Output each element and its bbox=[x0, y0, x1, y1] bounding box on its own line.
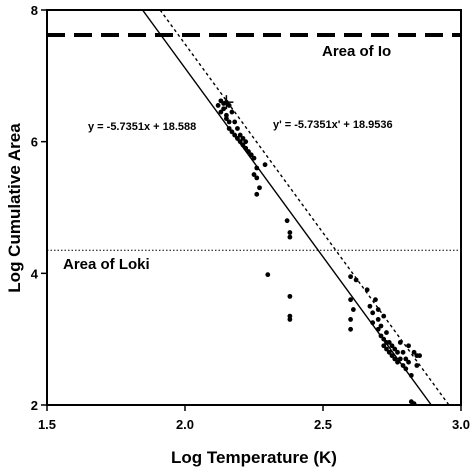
plot-frame bbox=[46, 9, 462, 406]
data-point bbox=[403, 366, 409, 372]
data-point bbox=[218, 109, 224, 115]
x-axis-title: Log Temperature (K) bbox=[171, 448, 337, 467]
data-point bbox=[375, 326, 381, 332]
data-point bbox=[378, 323, 384, 329]
x-tick-label: 2.5 bbox=[314, 417, 332, 432]
fit-line-solid bbox=[141, 10, 432, 405]
dotted-line-equation: y' = -5.7351x' + 18.9536 bbox=[273, 119, 393, 131]
data-point bbox=[373, 297, 378, 303]
data-point bbox=[367, 303, 373, 309]
data-point bbox=[386, 340, 392, 345]
y-tick-label: 2 bbox=[31, 398, 38, 413]
data-point bbox=[287, 313, 293, 319]
data-point bbox=[232, 119, 238, 125]
data-point bbox=[226, 103, 232, 108]
data-point bbox=[215, 103, 221, 108]
data-point bbox=[240, 135, 246, 141]
plus-marker bbox=[219, 95, 234, 110]
data-point bbox=[287, 293, 293, 299]
data-point bbox=[392, 346, 398, 352]
data-point bbox=[287, 230, 293, 235]
data-point bbox=[243, 145, 249, 151]
data-point bbox=[406, 343, 411, 349]
data-point bbox=[251, 155, 257, 161]
data-point bbox=[386, 349, 392, 355]
data-point bbox=[389, 353, 395, 359]
data-point bbox=[254, 191, 260, 197]
data-point bbox=[375, 317, 381, 322]
data-point bbox=[392, 356, 398, 362]
data-point bbox=[232, 132, 238, 138]
data-point bbox=[262, 162, 268, 168]
data-point bbox=[226, 126, 232, 131]
fit-line-dotted bbox=[159, 10, 450, 405]
data-point bbox=[229, 129, 235, 135]
data-point bbox=[240, 142, 246, 148]
data-point bbox=[287, 317, 293, 322]
x-tick-label: 1.5 bbox=[38, 417, 56, 432]
data-point bbox=[348, 297, 353, 303]
data-point bbox=[348, 274, 353, 280]
data-point bbox=[248, 152, 254, 158]
loki-label: Area of Loki bbox=[63, 256, 150, 273]
data-point bbox=[403, 356, 409, 362]
data-point bbox=[397, 356, 403, 362]
data-point bbox=[381, 343, 387, 349]
data-point bbox=[400, 349, 406, 355]
data-point bbox=[254, 175, 260, 181]
data-point bbox=[384, 330, 389, 335]
data-point bbox=[397, 340, 403, 345]
data-point bbox=[378, 333, 384, 339]
data-point bbox=[406, 359, 411, 365]
io-label: Area of Io bbox=[322, 43, 391, 60]
data-point bbox=[411, 401, 417, 405]
data-point bbox=[375, 307, 381, 312]
data-point bbox=[395, 349, 400, 355]
data-point bbox=[243, 139, 249, 145]
x-tick-label: 2.0 bbox=[176, 417, 194, 432]
data-point bbox=[364, 287, 370, 293]
data-point bbox=[389, 343, 395, 349]
y-tick-label: 8 bbox=[31, 3, 38, 18]
y-axis-title: Log Cumulative Area bbox=[5, 123, 24, 293]
data-point bbox=[221, 106, 227, 112]
data-point bbox=[395, 359, 400, 365]
data-point bbox=[229, 109, 235, 115]
data-point bbox=[257, 185, 262, 191]
y-tick-label: 4 bbox=[31, 266, 39, 281]
data-point bbox=[381, 336, 387, 342]
data-point bbox=[224, 112, 229, 118]
data-point bbox=[265, 272, 271, 278]
data-point bbox=[411, 349, 417, 355]
x-tick-label: 3.0 bbox=[452, 417, 470, 432]
data-point bbox=[353, 277, 359, 283]
solid-line-equation: y = -5.7351x + 18.588 bbox=[88, 121, 196, 133]
data-point bbox=[350, 307, 356, 312]
data-point bbox=[235, 126, 240, 131]
data-point bbox=[284, 218, 290, 224]
data-point bbox=[400, 363, 406, 368]
data-point bbox=[287, 234, 293, 240]
data-point bbox=[384, 346, 389, 352]
data-point bbox=[417, 353, 422, 359]
data-point bbox=[226, 119, 232, 125]
data-point bbox=[370, 320, 376, 326]
data-point bbox=[254, 165, 260, 171]
data-point bbox=[348, 326, 353, 332]
data-point bbox=[370, 310, 376, 316]
data-point bbox=[246, 149, 251, 154]
data-point bbox=[408, 372, 414, 378]
data-point bbox=[224, 116, 229, 122]
data-point bbox=[348, 317, 353, 322]
y-tick-label: 6 bbox=[31, 135, 38, 150]
data-point bbox=[237, 139, 243, 145]
data-point bbox=[251, 172, 257, 177]
data-point bbox=[381, 313, 387, 319]
data-point bbox=[235, 135, 240, 141]
data-point bbox=[237, 132, 243, 138]
data-point bbox=[414, 363, 420, 368]
